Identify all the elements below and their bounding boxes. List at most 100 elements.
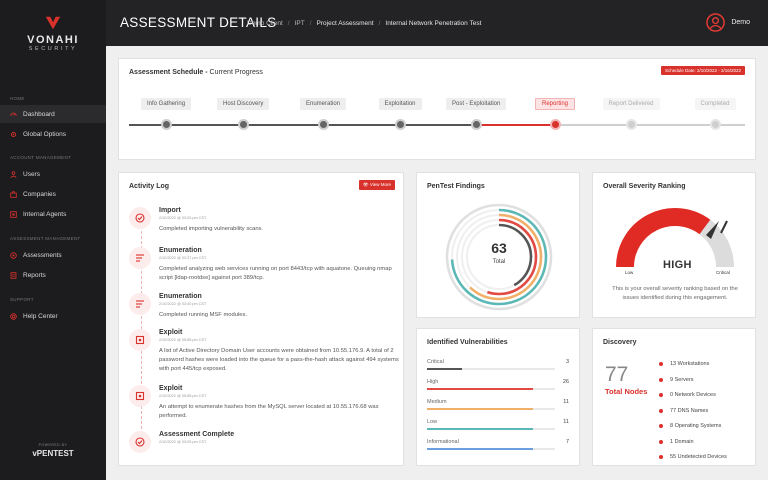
activity-item: Assessment Complete 2/10/2022 @ 03:09 pm …: [129, 431, 399, 471]
sidebar-item-help-center[interactable]: Help Center: [0, 307, 106, 325]
breadcrumb-current: Internal Network Penetration Test: [385, 20, 482, 27]
sidebar-item-label: Help Center: [23, 312, 58, 320]
stage-check-icon: [395, 119, 406, 130]
activity-item: Enumeration 2/10/2022 @ 03:37 pm CST Compl…: [129, 247, 399, 287]
vulnerability-row: Critical 3: [427, 359, 569, 373]
vulnerability-bar-track: [427, 388, 555, 390]
vulnerability-bar: [427, 408, 534, 410]
breadcrumb-separator: /: [309, 20, 312, 27]
agent-icon: [10, 210, 17, 218]
sidebar-item-label: Assessments: [23, 251, 62, 259]
vulnerability-bar: [427, 388, 534, 390]
user-menu[interactable]: Demo: [706, 13, 750, 32]
vulnerability-label: Medium: [427, 399, 447, 405]
sidebar-item-dashboard[interactable]: Dashboard: [0, 105, 106, 123]
vulnerability-label: High: [427, 379, 439, 385]
severity-value: HIGH: [663, 259, 692, 271]
section-support: SUPPORT: [10, 297, 34, 302]
activity-item: Exploit 2/10/2022 @ 05:58 pm CST A list of…: [129, 329, 399, 372]
sidebar-item-label: Dashboard: [23, 110, 55, 118]
bullet-dot-icon: [659, 455, 663, 459]
section-assessment-management: ASSESSMENT MANAGEMENT: [10, 236, 81, 241]
vulnerability-bar: [427, 428, 534, 430]
sidebar-item-internal-agents[interactable]: Internal Agents: [0, 205, 106, 223]
sidebar-item-global-options[interactable]: Global Options: [0, 125, 106, 143]
check-icon: [129, 207, 151, 229]
bullet-dot-icon: [659, 439, 663, 444]
gauge-low-label: Low: [625, 270, 634, 275]
stage-check-icon: [238, 119, 249, 130]
pentest-findings-title: PenTest Findings: [427, 183, 485, 190]
activity-date: 2/10/2022 @ 03:40 pm CST: [159, 302, 207, 306]
vonahi-logo[interactable]: VONAHI SECURITY: [0, 14, 106, 52]
activity-date: 2/10/2022 @ 05:58 pm CST: [159, 338, 207, 342]
page-title: ASSESSMENT DETAILS: [120, 15, 277, 30]
discovery-card: Discovery 77 Total Nodes 13 Workstations…: [592, 328, 756, 466]
schedule-subtitle: Current Progress: [209, 69, 263, 76]
schedule-title-text: Assessment Schedule -: [129, 69, 208, 76]
companies-icon: [10, 190, 17, 198]
bullet-dot-icon: [659, 408, 663, 413]
discovery-item-label: 13 Workstations: [670, 361, 710, 367]
activity-item: Enumeration 2/10/2022 @ 03:40 pm CST Compl…: [129, 293, 399, 333]
findings-ring: [445, 203, 553, 311]
vulnerability-label: Informational: [427, 439, 459, 445]
discovery-item: 9 Servers: [659, 377, 694, 383]
sidebar-item-companies[interactable]: Companies: [0, 185, 106, 203]
stage-label: Post - Exploitation: [446, 98, 507, 110]
breadcrumb-project[interactable]: Project Assessment: [316, 20, 374, 27]
view-more-button[interactable]: 👁 View More: [358, 180, 395, 190]
discovery-item: 0 Network Devices: [659, 392, 716, 398]
sidebar-item-label: Reports: [23, 271, 46, 279]
pentest-findings-card: PenTest Findings 63 Total: [416, 172, 580, 318]
stage-label: Report Delivered: [602, 98, 660, 110]
vulnerability-count: 11: [563, 399, 569, 405]
timeline-line-done: [129, 124, 481, 126]
sidebar-item-assessments[interactable]: Assessments: [0, 246, 106, 264]
activity-log-title: Activity Log: [129, 183, 170, 190]
discovery-item: 55 Undetected Devices: [659, 454, 727, 460]
findings-ring: [455, 213, 543, 301]
activity-title: Enumeration: [159, 247, 202, 254]
schedule-title: Assessment Schedule - Current Progress: [129, 69, 263, 76]
findings-ring-chart: [445, 203, 553, 311]
gauge-needle: [706, 221, 719, 239]
vulnerability-label: Critical: [427, 359, 444, 365]
activity-item: Exploit 2/10/2022 @ 05:58 pm CST An attemp…: [129, 385, 399, 425]
brand-sub: SECURITY: [28, 46, 78, 52]
discovery-item-label: 0 Network Devices: [670, 392, 716, 398]
view-more-label: View More: [369, 182, 391, 187]
activity-text: Completed analyzing web services running…: [159, 266, 392, 281]
breadcrumb-separator: /: [287, 20, 290, 27]
activity-date: 2/10/2022 @ 03:00 pm CST: [159, 216, 207, 220]
user-name: Demo: [731, 19, 750, 26]
findings-ring: [460, 218, 538, 296]
vulnerability-bar-track: [427, 368, 555, 370]
sidebar-item-users[interactable]: Users: [0, 165, 106, 183]
discovery-item: 1 Domain: [659, 439, 694, 445]
list-icon: [129, 247, 151, 269]
breadcrumb-client[interactable]: Demo Client: [247, 20, 283, 27]
vulnerability-bar: [427, 448, 534, 450]
discovery-title: Discovery: [603, 339, 637, 346]
sidebar-item-reports[interactable]: Reports: [0, 266, 106, 284]
vulnerability-bar-track: [427, 428, 555, 430]
sidebar-item-label: Global Options: [23, 130, 66, 138]
identified-vulnerabilities-card: Identified Vulnerabilities Critical 3 High…: [416, 328, 580, 466]
help-icon: [10, 312, 17, 320]
breadcrumb-ipt[interactable]: IPT: [294, 20, 305, 27]
stage-label: Completed: [694, 98, 736, 110]
target-icon: [129, 385, 151, 407]
discovery-item-label: 9 Servers: [670, 376, 694, 383]
discovery-item-label: 1 Domain: [670, 438, 694, 445]
gauge-fill: [616, 208, 711, 268]
discovery-item-label: 77 DNS Names: [670, 407, 709, 414]
schedule-date-badge: Schedule Date: 2/10/2022 - 2/16/2022: [660, 66, 745, 75]
target-icon: [129, 329, 151, 351]
sidebar: VONAHI SECURITY HOME Dashboard Global Op…: [0, 0, 106, 480]
stage-dot: [710, 119, 721, 130]
logo-mark-icon: [45, 16, 61, 30]
reports-icon: [10, 271, 17, 279]
stage-dot: [550, 119, 561, 130]
stage-label: Info Gathering: [141, 98, 192, 110]
